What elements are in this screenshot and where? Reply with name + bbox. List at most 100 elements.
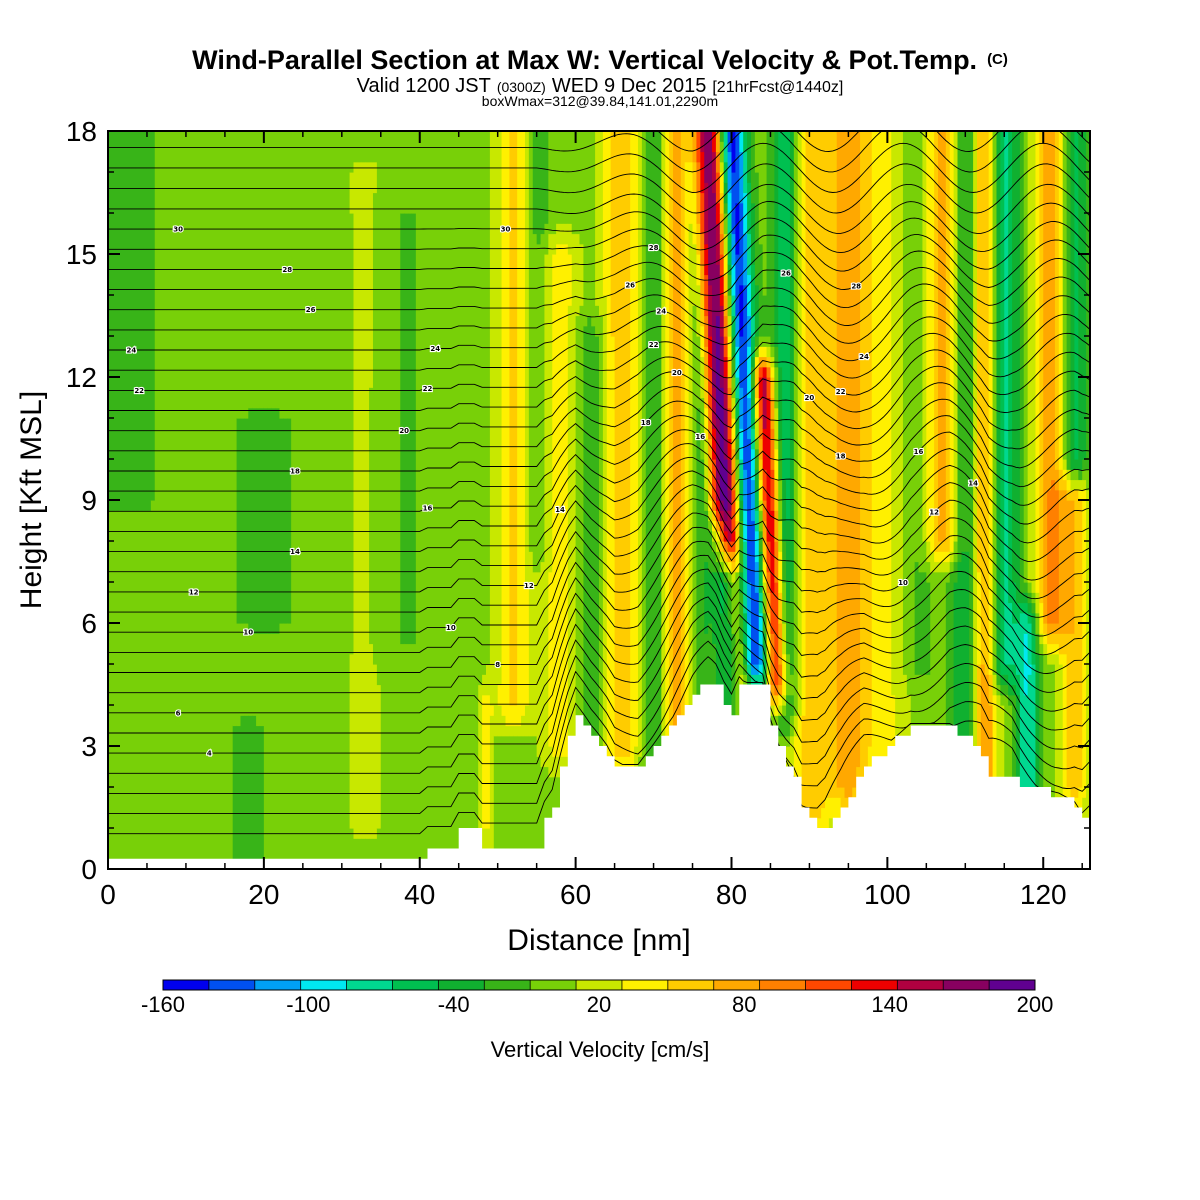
theta-contour bbox=[108, 470, 1090, 573]
w-cell bbox=[365, 838, 370, 869]
w-cell bbox=[123, 510, 129, 869]
y-tick-label: 9 bbox=[81, 485, 97, 516]
w-cell bbox=[735, 346, 740, 378]
w-cell bbox=[758, 612, 764, 645]
w-cell bbox=[727, 213, 733, 235]
w-cell bbox=[626, 756, 631, 768]
w-cell bbox=[287, 623, 292, 869]
w-cell bbox=[735, 459, 740, 481]
w-cell bbox=[930, 131, 935, 552]
w-cell bbox=[158, 131, 164, 869]
theta-contour bbox=[108, 484, 1090, 593]
w-cell bbox=[715, 315, 721, 419]
theta-contour bbox=[108, 498, 1090, 613]
w-cell bbox=[404, 213, 409, 645]
w-cell bbox=[369, 643, 374, 839]
w-cell bbox=[579, 131, 585, 245]
w-cell bbox=[992, 674, 998, 696]
w-cell bbox=[739, 459, 744, 481]
w-cell bbox=[1012, 582, 1017, 624]
w-cell bbox=[739, 500, 744, 522]
w-cell bbox=[517, 725, 522, 737]
w-cell bbox=[443, 131, 448, 869]
w-cell bbox=[731, 448, 736, 470]
w-cell bbox=[727, 295, 733, 317]
w-cell bbox=[380, 131, 386, 869]
w-cell bbox=[704, 346, 709, 378]
colorbar-tick-label: 20 bbox=[587, 992, 611, 1017]
w-cell bbox=[766, 541, 772, 573]
w-cell bbox=[369, 838, 374, 869]
w-cell bbox=[747, 315, 752, 347]
w-cell bbox=[786, 520, 791, 604]
x-tick-label: 100 bbox=[864, 879, 911, 910]
w-cell bbox=[411, 213, 417, 645]
w-cell bbox=[610, 131, 616, 337]
w-cell bbox=[750, 664, 756, 675]
w-cell bbox=[996, 674, 1001, 686]
theta-contour bbox=[108, 456, 1090, 553]
w-cell bbox=[712, 151, 717, 194]
w-cell bbox=[696, 223, 701, 255]
w-cell bbox=[563, 243, 569, 757]
w-cell bbox=[244, 715, 249, 869]
w-cell bbox=[1023, 602, 1029, 614]
w-cell bbox=[143, 131, 148, 511]
w-cell bbox=[766, 571, 772, 593]
w-cell bbox=[279, 418, 284, 624]
w-cell bbox=[166, 131, 171, 869]
w-cell bbox=[953, 582, 959, 747]
w-cell bbox=[754, 356, 760, 368]
w-cell bbox=[178, 131, 183, 869]
theta-contour-label: 24 bbox=[859, 353, 869, 361]
w-cell bbox=[786, 653, 791, 696]
w-cell bbox=[361, 131, 366, 163]
w-cell bbox=[976, 131, 982, 573]
w-cell bbox=[369, 161, 374, 388]
w-cell bbox=[275, 633, 281, 869]
w-cell bbox=[618, 756, 623, 768]
colorbar-swatch bbox=[208, 980, 256, 990]
w-cell bbox=[521, 131, 526, 716]
theta-contour bbox=[108, 540, 1090, 673]
w-cell bbox=[1039, 633, 1044, 645]
w-cell bbox=[283, 131, 288, 419]
w-cell bbox=[723, 202, 729, 214]
theta-contour bbox=[108, 332, 1090, 396]
w-cell bbox=[743, 131, 748, 153]
w-cell bbox=[1070, 479, 1076, 491]
w-cell bbox=[700, 192, 705, 235]
w-cell bbox=[1062, 479, 1068, 491]
w-cell bbox=[750, 356, 756, 368]
w-cell bbox=[1078, 479, 1083, 491]
w-cell bbox=[423, 131, 429, 869]
w-cell bbox=[1051, 643, 1056, 655]
w-cell bbox=[1039, 602, 1044, 634]
w-cell bbox=[988, 131, 994, 675]
w-cell bbox=[766, 633, 772, 655]
w-cell bbox=[700, 356, 705, 399]
w-cell bbox=[1039, 653, 1044, 809]
w-cell bbox=[579, 305, 585, 869]
w-cell bbox=[750, 315, 756, 337]
w-cell bbox=[747, 674, 752, 686]
w-cell bbox=[758, 418, 764, 440]
w-cell bbox=[762, 500, 768, 522]
w-cell bbox=[766, 346, 772, 358]
theta-contour bbox=[108, 234, 1090, 290]
w-cell bbox=[945, 571, 951, 583]
w-cell bbox=[283, 623, 288, 869]
w-cell bbox=[1043, 653, 1048, 869]
w-cell bbox=[727, 336, 733, 358]
w-cell bbox=[1039, 643, 1044, 655]
w-cell bbox=[365, 131, 370, 163]
w-cell bbox=[388, 131, 394, 869]
theta-contour bbox=[108, 415, 1090, 492]
theta-contour-label: 22 bbox=[649, 341, 659, 349]
w-cell bbox=[411, 643, 417, 869]
w-cell bbox=[127, 510, 132, 869]
w-cell bbox=[938, 131, 943, 542]
w-cell bbox=[1023, 592, 1029, 604]
w-cell bbox=[778, 438, 783, 481]
colorbar-tick-label: 80 bbox=[732, 992, 756, 1017]
